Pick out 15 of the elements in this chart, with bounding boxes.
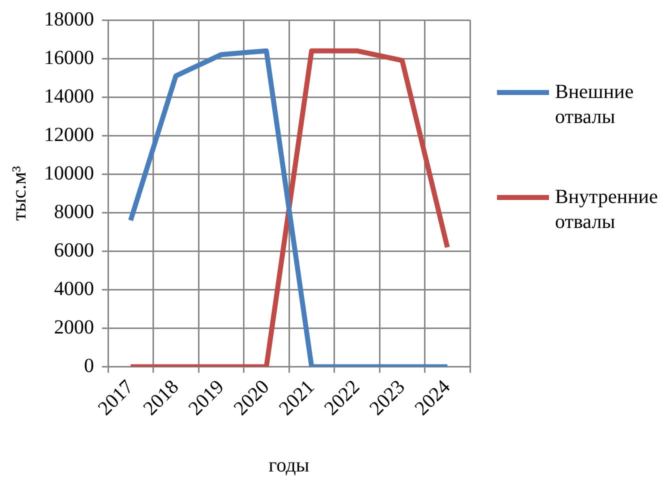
y-axis-title: тыс.м³ <box>8 166 30 221</box>
x-tick-label: 2021 <box>275 376 319 420</box>
y-tick-label: 14000 <box>44 85 94 108</box>
y-tick-label: 0 <box>84 354 94 377</box>
y-tick-label: 16000 <box>44 46 94 69</box>
x-axis-title: годы <box>268 454 310 476</box>
y-tick-label: 12000 <box>44 124 94 146</box>
y-tick-label: 2000 <box>54 316 94 338</box>
y-tick-label: 10000 <box>44 162 94 184</box>
y-tick-label: 8000 <box>54 200 94 223</box>
y-tick-label: 4000 <box>54 278 94 300</box>
legend-label: Внутренние отвалы <box>555 185 659 235</box>
y-tick-label: 18000 <box>44 8 94 30</box>
legend-label: Внешние отвалы <box>555 80 635 130</box>
y-tick-label: 6000 <box>54 239 94 262</box>
